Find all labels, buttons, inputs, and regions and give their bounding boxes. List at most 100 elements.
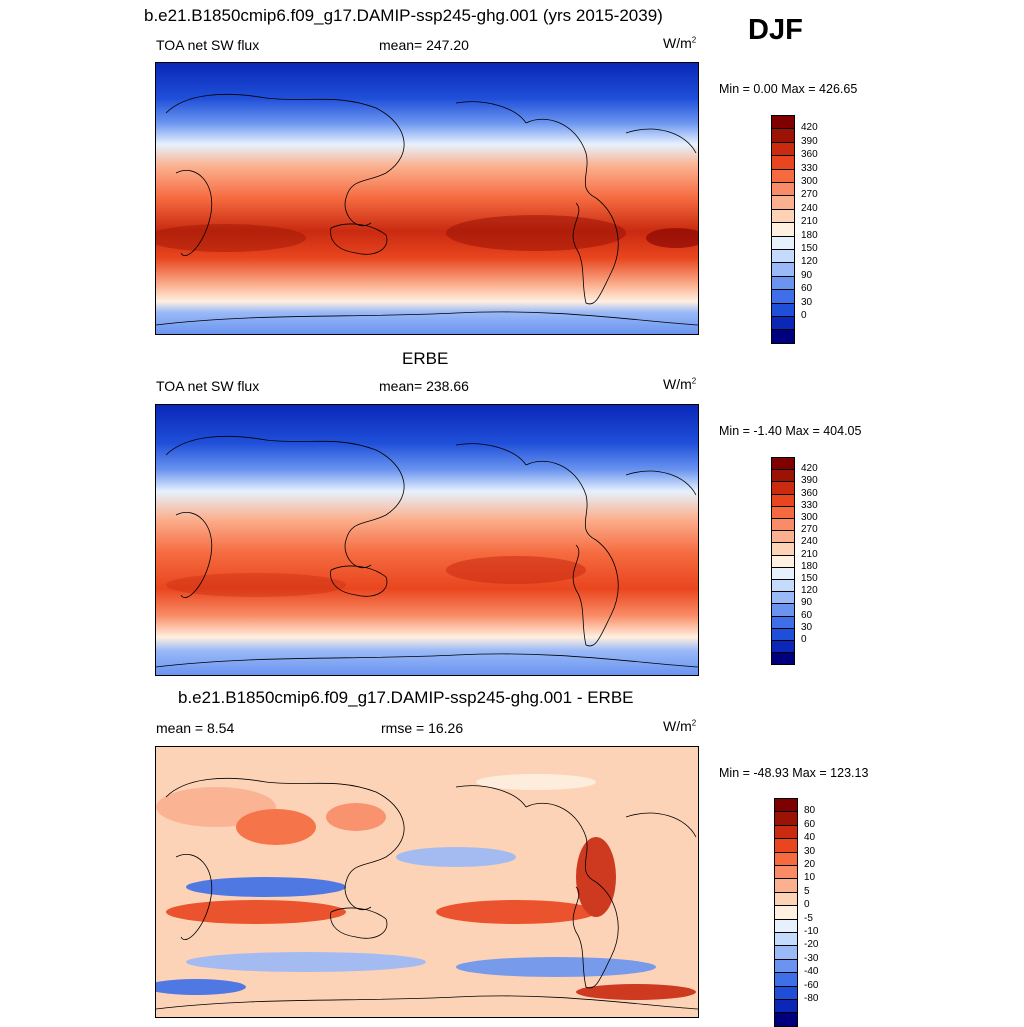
colorbar-swatch [771,652,795,666]
colorbar-tick-label: 390 [801,475,818,487]
colorbar-swatch [774,1012,798,1027]
colorbar-swatch [774,932,798,947]
colorbar-tick-label: 240 [801,202,818,214]
colorbar-tick-label: 10 [804,872,816,884]
colorbar-tick-label: 90 [801,269,813,281]
season-label: DJF [748,14,803,46]
colorbar-swatch [771,275,795,291]
colorbar-swatch [774,945,798,960]
colorbar-swatch [774,999,798,1014]
colorbar-tick-label: 420 [801,463,818,475]
colorbar-swatch [774,865,798,880]
colorbar-tick-label: 240 [801,536,818,548]
colorbar-tick-label: 60 [801,609,813,621]
colorbar-tick-label: 180 [801,560,818,572]
colorbar-tick-label: 210 [801,216,818,228]
colorbar-swatch [774,918,798,933]
colorbar-tick-label: 30 [801,296,813,308]
panel-1-title: b.e21.B1850cmip6.f09_g17.DAMIP-ssp245-gh… [144,6,663,25]
panel-3-title: b.e21.B1850cmip6.f09_g17.DAMIP-ssp245-gh… [178,688,634,707]
colorbar-swatch [774,811,798,826]
colorbar-tick-label: -5 [804,912,813,924]
colorbar-tick-label: 30 [804,845,816,857]
colorbar-tick-label: -20 [804,939,819,951]
colorbar-swatch [774,851,798,866]
panel-1-map [155,62,699,335]
colorbar-swatch [771,208,795,224]
colorbar-swatch [771,195,795,210]
colorbar-swatch [771,566,795,580]
colorbar-swatch [771,493,795,507]
colorbar-swatch [771,289,795,304]
panel-2-units: W/m2 [663,376,697,392]
panel-2-coastlines [156,435,698,668]
colorbar-tick-label: -80 [804,993,819,1004]
panel-2-variable-label: TOA net SW flux [156,378,260,394]
panel-1-units: W/m2 [663,35,697,51]
colorbar-swatch [774,798,798,813]
colorbar-swatch [771,542,795,556]
colorbar-swatch [771,554,795,568]
colorbar-swatch [771,591,795,605]
colorbar-tick-label: 210 [801,548,818,560]
colorbar-tick-label: 0 [801,634,807,645]
colorbar-swatch [771,481,795,495]
colorbar-swatch [771,168,795,183]
panel-3-coastlines [156,777,698,1010]
panel-3-mean-label: mean = 8.54 [156,720,235,736]
colorbar-tick-label: 330 [801,499,818,511]
colorbar-swatch [771,603,795,617]
colorbar-swatch [771,505,795,519]
colorbar-tick-label: 360 [801,149,818,161]
colorbar-tick-label: -60 [804,979,819,991]
colorbar-tick-label: 120 [801,585,818,597]
colorbar-swatch [774,905,798,920]
colorbar-tick-label: 300 [801,512,818,523]
colorbar-swatch [771,222,795,237]
colorbar-tick-label: 60 [804,818,816,830]
panel-1-coastlines [156,93,698,326]
colorbar-tick-label: 90 [801,597,813,609]
colorbar-tick-label: 5 [804,885,810,897]
colorbar-tick-label: 20 [804,859,816,870]
colorbar-tick-label: 180 [801,229,818,241]
panel-2-field [156,405,698,675]
colorbar-swatch [774,838,798,853]
colorbar-tick-label: 270 [801,189,818,201]
colorbar-swatch [774,824,798,840]
panel-2-map [155,404,699,676]
colorbar-tick-label: 360 [801,487,818,499]
colorbar-swatch [771,235,795,250]
colorbar-tick-label: 0 [804,899,810,911]
panel-2-mean-label: mean= 238.66 [379,378,469,394]
panel-3-minmax: Min = -48.93 Max = 123.13 [719,766,869,780]
panel-2-minmax: Min = -1.40 Max = 404.05 [719,424,862,438]
colorbar-tick-label: -40 [804,966,819,978]
colorbar-swatch [774,878,798,893]
panel-3-rmse-label: rmse = 16.26 [381,720,464,736]
colorbar-swatch [771,155,795,170]
colorbar-tick-label: 300 [801,176,818,187]
colorbar-tick-label: 150 [801,573,818,584]
colorbar-tick-label: -10 [804,926,819,937]
colorbar-swatch [771,469,795,483]
panel-3-map [155,746,699,1018]
colorbar-swatch [771,627,795,641]
colorbar-swatch [771,249,795,264]
colorbar-tick-label: 330 [801,162,818,174]
panel-3-units: W/m2 [663,718,697,734]
panel-1-variable-label: TOA net SW flux [156,37,260,53]
colorbar-tick-label: 150 [801,243,818,254]
colorbar-swatch [771,115,795,130]
colorbar-tick-label: 40 [804,832,816,844]
colorbar-swatch [771,262,795,277]
panel-1-field [156,63,698,334]
colorbar-tick-label: -30 [804,952,819,964]
colorbar-swatch [771,316,795,331]
colorbar-swatch [771,615,795,629]
colorbar-tick-label: 80 [804,805,816,817]
colorbar-tick-label: 390 [801,135,818,147]
colorbar-swatch [771,329,795,344]
colorbar-swatch [774,972,798,987]
panel-1-minmax: Min = 0.00 Max = 426.65 [719,82,858,96]
